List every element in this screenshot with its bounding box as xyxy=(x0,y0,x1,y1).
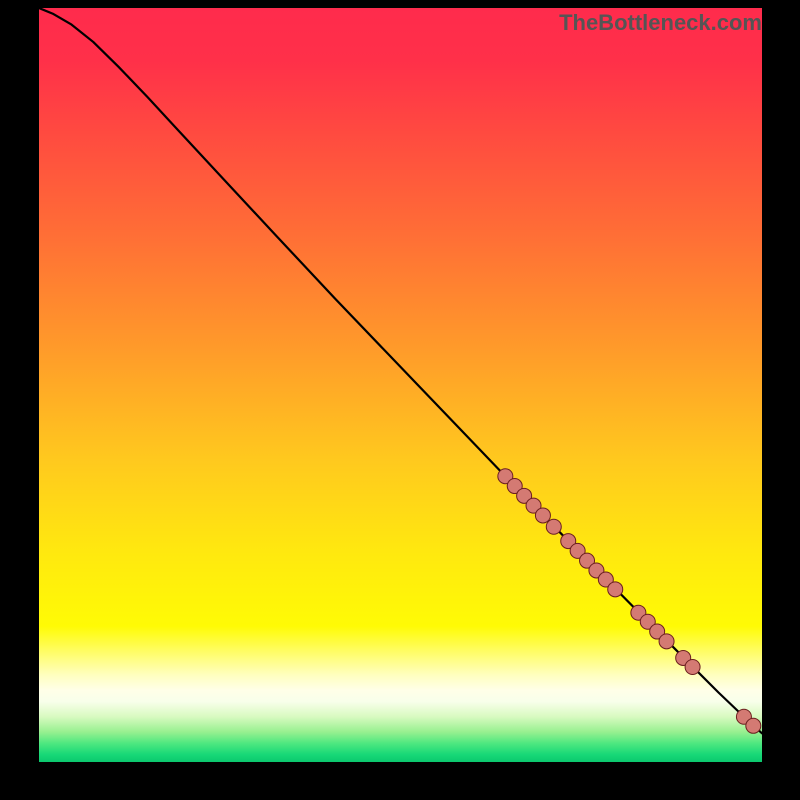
data-marker xyxy=(659,634,674,649)
chart-frame: TheBottleneck.com xyxy=(0,0,800,800)
plot-area xyxy=(39,8,762,762)
data-marker xyxy=(608,582,623,597)
data-marker xyxy=(746,718,761,733)
data-marker xyxy=(546,519,561,534)
chart-svg-layer xyxy=(39,8,762,762)
data-marker xyxy=(685,660,700,675)
data-marker xyxy=(535,508,550,523)
watermark-text: TheBottleneck.com xyxy=(559,10,762,36)
